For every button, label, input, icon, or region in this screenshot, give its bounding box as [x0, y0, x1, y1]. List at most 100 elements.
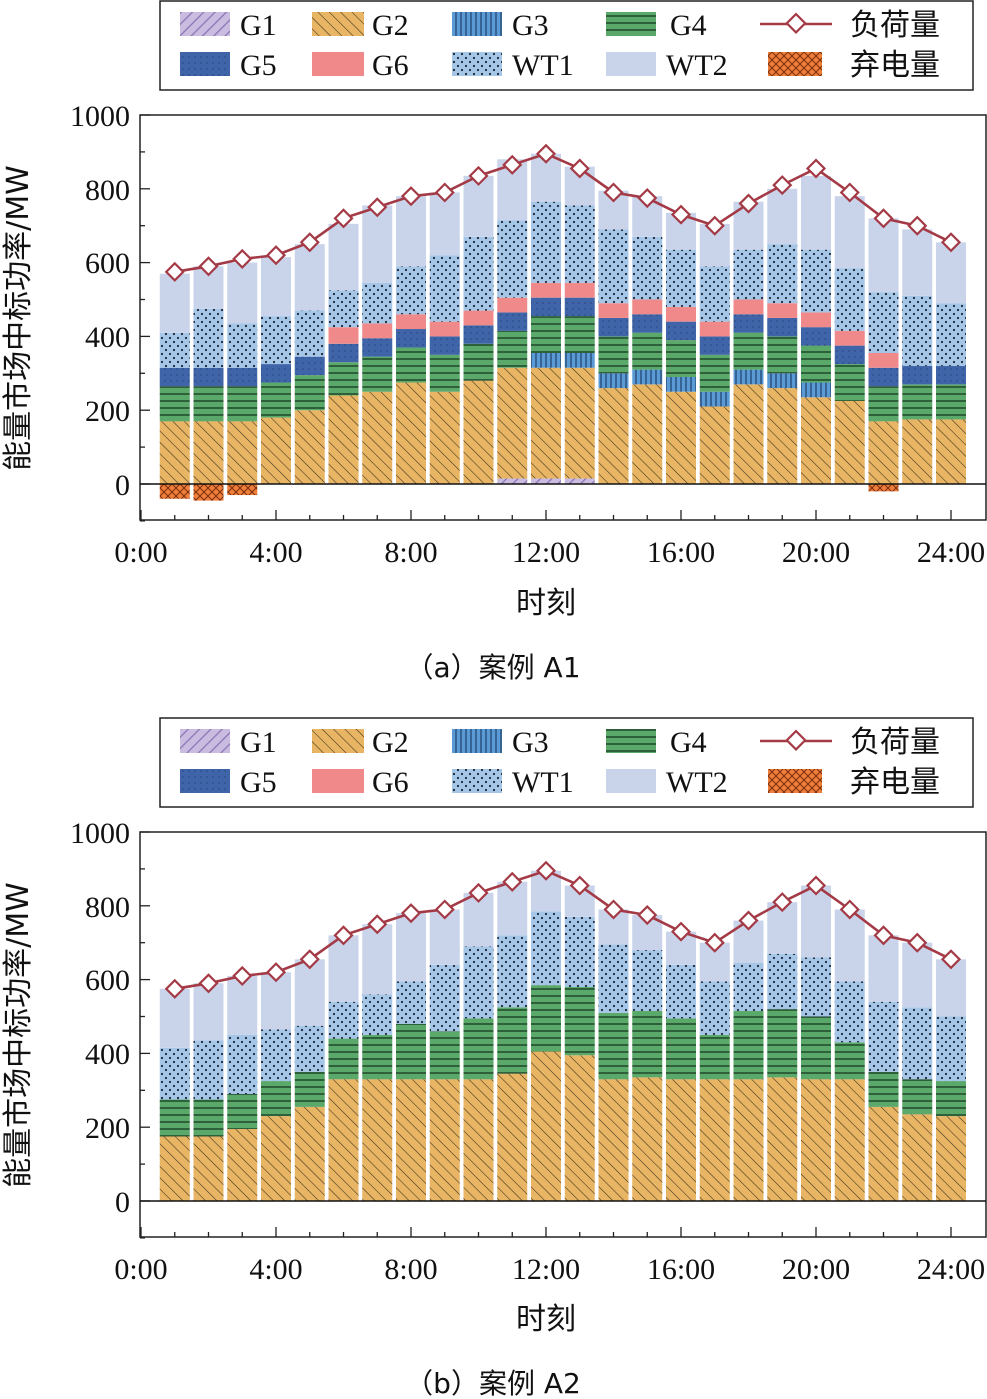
- bar-wt1: [733, 249, 764, 300]
- bar-g4: [868, 1071, 899, 1107]
- bar-g2: [193, 1136, 224, 1201]
- bar-wt1: [699, 981, 730, 1035]
- bar-g4: [666, 340, 696, 377]
- bar-g2: [666, 1079, 696, 1201]
- bar-wt1: [767, 244, 798, 304]
- legend-label-g2: G2: [372, 726, 409, 759]
- y-tick-label: 800: [85, 174, 130, 207]
- bar-g4: [767, 1009, 798, 1078]
- bar-g2: [598, 1079, 629, 1201]
- bar-wt2: [463, 175, 494, 237]
- load-marker: [502, 871, 523, 892]
- bar-g4: [261, 382, 291, 418]
- bar-g5: [396, 329, 426, 348]
- bar-g3: [564, 353, 595, 368]
- bar-g6: [429, 321, 460, 337]
- bar-g4: [497, 1007, 528, 1074]
- chart-a-bars: [159, 153, 966, 501]
- legend-swatch-g3: [452, 12, 502, 36]
- bar-g2: [463, 1079, 494, 1201]
- chart-b-bars: [159, 870, 966, 1201]
- load-marker: [232, 248, 253, 269]
- y-tick-label: 400: [85, 1038, 130, 1071]
- bar-g2: [362, 1079, 393, 1201]
- bar-g4: [362, 356, 393, 392]
- bar-wt2: [902, 229, 933, 296]
- bar-g2: [497, 1073, 528, 1201]
- bar-g3: [531, 353, 561, 368]
- bar-wt2: [834, 196, 865, 269]
- bar-g2: [429, 1079, 460, 1201]
- legend-frame: [159, 717, 974, 808]
- bar-wt1: [429, 964, 460, 1032]
- bar-g4: [801, 345, 831, 383]
- bar-wt2: [159, 273, 190, 333]
- caption-a: （a）案例 A1: [405, 651, 580, 684]
- caption-b: （b）案例 A2: [405, 1367, 581, 1399]
- bar-wt1: [666, 964, 696, 1019]
- x-tick-label: 12:00: [512, 1253, 580, 1286]
- load-marker: [637, 187, 658, 209]
- bar-g6: [632, 299, 663, 315]
- x-tick-label: 8:00: [384, 1253, 437, 1286]
- bar-g4: [564, 316, 595, 354]
- load-marker: [232, 965, 253, 986]
- load-marker: [839, 899, 860, 920]
- bar-wt1: [396, 266, 426, 315]
- bar-g1: [531, 478, 561, 484]
- legend-b: G1 G2 G3 G4 负荷量 G5 G6 WT1 WT2 弃电量: [159, 717, 974, 808]
- y-tick-label: 400: [85, 321, 130, 354]
- legend-swatch-g1: [180, 12, 230, 36]
- bar-g5: [666, 321, 696, 341]
- bar-wt1: [936, 1016, 966, 1082]
- bar-wt1: [733, 962, 764, 1011]
- bar-g5: [902, 365, 933, 385]
- y-tick-label: 1000: [70, 817, 130, 850]
- load-marker: [198, 256, 219, 277]
- legend-swatch-wt1: [452, 769, 502, 793]
- bar-wt1: [598, 229, 629, 304]
- bar-g3: [632, 369, 663, 385]
- legend-label-g1: G1: [240, 9, 277, 42]
- legend-swatch-wt2: [606, 52, 656, 76]
- legend-label-wt2: WT2: [666, 49, 728, 82]
- bar-g4: [632, 332, 663, 370]
- bar-g2: [632, 1077, 663, 1201]
- bar-g2: [801, 1079, 831, 1201]
- bar-g2: [159, 421, 190, 484]
- bar-g4: [801, 1016, 831, 1080]
- bar-wt1: [598, 944, 629, 1013]
- bar-g6: [767, 303, 798, 318]
- bar-g2: [564, 367, 595, 479]
- load-marker: [164, 978, 185, 999]
- y-tick-label: 200: [85, 395, 130, 428]
- bar-g5: [801, 327, 831, 346]
- bar-wt2: [801, 885, 831, 958]
- bar-g5: [767, 317, 798, 337]
- load-marker: [265, 245, 287, 266]
- bar-g3: [666, 376, 696, 392]
- y-axis-label: 能量市场中标功率/MW: [1, 165, 36, 471]
- bar-g5: [429, 336, 460, 355]
- load-marker: [333, 208, 354, 229]
- bar-wt2: [902, 942, 933, 1008]
- bar-g2: [699, 1079, 730, 1201]
- legend-label-wt2: WT2: [666, 766, 728, 799]
- legend-a: G1 G2 G3 G4 负荷量 G5 G6 WT1 WT2 弃电量: [159, 0, 974, 91]
- bar-g2: [834, 400, 865, 484]
- bar-wt2: [868, 935, 899, 1002]
- load-marker: [535, 860, 557, 881]
- bar-g2: [936, 419, 966, 484]
- bar-wt2: [294, 244, 325, 311]
- chart-a: 1000 800 600 400 200 0 0:00 4:00 8:00 12…: [1, 100, 987, 684]
- load-marker: [198, 973, 219, 994]
- legend-swatch-g4: [606, 12, 656, 36]
- bar-wt1: [531, 911, 561, 986]
- bar-curtailment: [227, 484, 258, 496]
- bar-wt1: [193, 1040, 224, 1100]
- bar-curtailment: [193, 484, 224, 501]
- load-marker: [805, 158, 827, 179]
- bar-g4: [902, 1079, 933, 1115]
- bar-g4: [767, 336, 798, 374]
